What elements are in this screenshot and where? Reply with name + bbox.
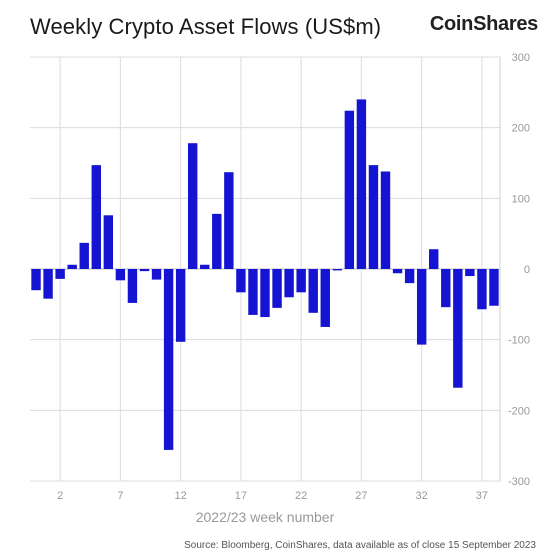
bar-week-26 xyxy=(344,110,355,270)
y-tick-label: 200 xyxy=(512,123,530,135)
y-tick-label: -100 xyxy=(508,335,530,347)
bar-week-6 xyxy=(103,215,114,269)
y-tick-label: -300 xyxy=(508,476,530,488)
bar-week-5 xyxy=(91,165,101,269)
bar-week-17 xyxy=(236,269,246,293)
x-tick-label: 37 xyxy=(476,490,488,502)
bar-week-27 xyxy=(356,99,367,270)
bar-week-36 xyxy=(465,269,475,277)
x-tick-label: 12 xyxy=(175,490,187,502)
y-tick-label: -200 xyxy=(508,405,530,417)
bar-week-undefined xyxy=(489,269,499,306)
bar-week-10 xyxy=(151,269,162,280)
x-tick-label: 17 xyxy=(235,490,247,502)
bar-week-18 xyxy=(248,269,258,315)
bar-week-22 xyxy=(296,269,306,293)
bar-week-8 xyxy=(127,269,138,303)
source-note: Source: Bloomberg, CoinShares, data avai… xyxy=(184,540,536,551)
bar-week-14 xyxy=(200,264,210,269)
bar-week-29 xyxy=(380,171,391,269)
bar-week-33 xyxy=(429,249,439,269)
bar-week-15 xyxy=(212,213,222,269)
bar-week-9 xyxy=(139,269,150,272)
x-tick-label: 7 xyxy=(117,490,123,502)
x-tick-label: 27 xyxy=(355,490,367,502)
bar-week-37 xyxy=(477,269,487,310)
bar-week-28 xyxy=(368,165,379,269)
bar-week-7 xyxy=(115,269,126,281)
coinshares-logo: CoinShares xyxy=(429,13,538,35)
bar-week-0 xyxy=(31,269,41,291)
bars xyxy=(31,99,499,450)
x-tick-label: 22 xyxy=(295,490,307,502)
bar-week-19 xyxy=(260,269,270,318)
bar-week-31 xyxy=(404,269,415,284)
y-tick-label: 100 xyxy=(512,193,530,205)
y-tick-label: 0 xyxy=(524,264,530,276)
bar-week-24 xyxy=(320,269,330,327)
y-tick-label: 300 xyxy=(512,52,530,64)
bar-week-23 xyxy=(308,269,318,313)
x-tick-label: 32 xyxy=(416,490,428,502)
bar-week-35 xyxy=(453,269,463,388)
bar-week-2 xyxy=(55,269,65,279)
bar-week-11 xyxy=(163,269,174,450)
bar-week-30 xyxy=(392,269,403,274)
chart-title: Weekly Crypto Asset Flows (US$m) xyxy=(30,14,382,39)
x-axis-label: 2022/23 week number xyxy=(196,509,335,525)
bar-week-21 xyxy=(284,269,294,298)
bar-week-20 xyxy=(272,269,282,308)
bar-week-32 xyxy=(416,269,427,345)
bar-week-4 xyxy=(79,242,89,269)
bar-week-16 xyxy=(224,172,234,269)
bar-week-25 xyxy=(332,269,343,271)
bar-week-34 xyxy=(441,269,451,308)
gridlines xyxy=(30,56,500,482)
bar-week-13 xyxy=(187,143,198,269)
bar-week-1 xyxy=(43,269,53,299)
bar-week-12 xyxy=(175,269,186,342)
x-tick-label: 2 xyxy=(57,490,63,502)
bar-week-3 xyxy=(67,264,77,269)
